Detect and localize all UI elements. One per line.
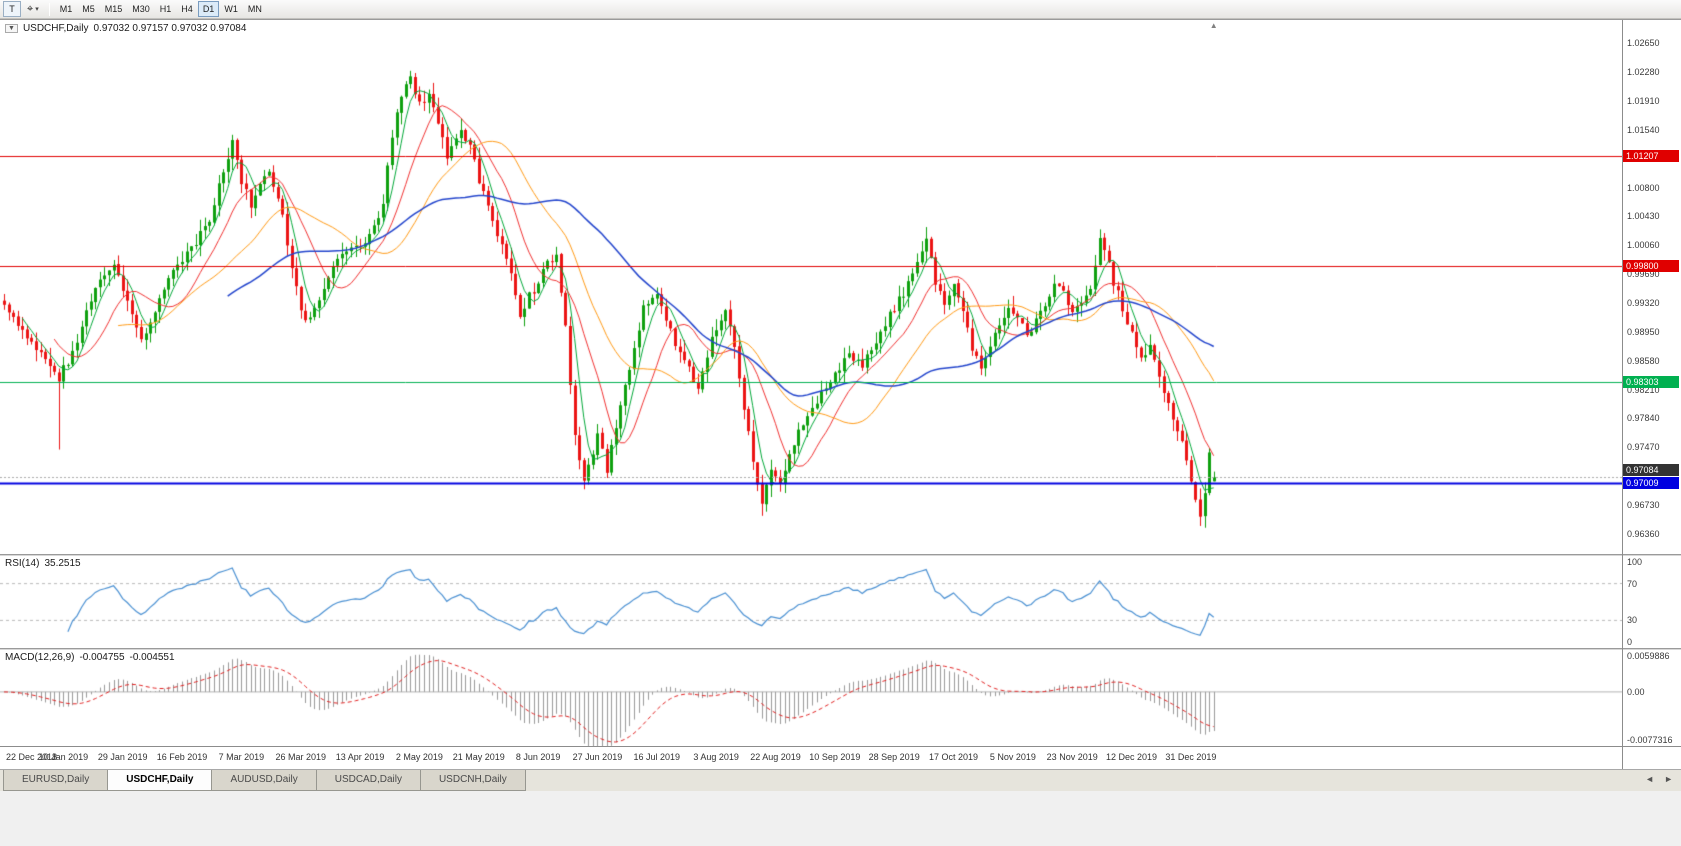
crosshair-icon: ⌖ (27, 3, 34, 15)
tab-usdchf[interactable]: USDCHF,Daily (107, 770, 213, 791)
text-tool-button[interactable]: T (3, 1, 21, 17)
date-axis-label: 28 Sep 2019 (868, 752, 920, 762)
chevron-down-icon: ▾ (35, 6, 39, 13)
date-axis-label: 3 Aug 2019 (693, 752, 739, 762)
date-axis-label: 26 Mar 2019 (275, 752, 326, 762)
rsi-canvas[interactable] (0, 556, 1622, 648)
price-axis-label: 1.00430 (1627, 211, 1660, 222)
price-axis-label: 1.01540 (1627, 124, 1660, 135)
macd-signal-value: -0.004551 (129, 652, 175, 663)
price-axis-label: 0.97840 (1627, 413, 1660, 424)
chart-context-menu-icon[interactable]: ▼ (5, 24, 18, 33)
macd-value: -0.004755 (79, 652, 125, 663)
date-axis-label: 12 Dec 2019 (1106, 752, 1158, 762)
rsi-label: RSI(14) 35.2515 (5, 558, 81, 569)
price-axis-label: 1.02280 (1627, 67, 1660, 78)
current-price-label: 0.97084 (1623, 464, 1679, 477)
price-axis-separator (1622, 20, 1623, 770)
chart-tabs: EURUSD,Daily USDCHF,Daily AUDUSD,Daily USDC… (3, 770, 526, 791)
ohlc-values: 0.97032 0.97157 0.97032 0.97084 (93, 23, 247, 34)
date-axis-label: 22 Aug 2019 (750, 752, 801, 762)
price-axis-label: 1.01910 (1627, 96, 1660, 107)
tab-scroll-right-icon[interactable]: ► (1664, 774, 1673, 784)
chart-tabbar: EURUSD,Daily USDCHF,Daily AUDUSD,Daily USDC… (0, 769, 1681, 791)
rsi-axis-label: 100 (1627, 557, 1643, 567)
date-axis-label: 31 Dec 2019 (1165, 752, 1217, 762)
symbol-timeframe-label: USDCHF,Daily (22, 23, 89, 34)
price-axis-label: 0.99690 (1627, 269, 1660, 280)
price-axis-label: 1.02650 (1627, 38, 1660, 49)
price-axis-label: 0.96360 (1627, 528, 1660, 539)
chart-title: ▼ USDCHF,Daily 0.97032 0.97157 0.97032 0… (5, 23, 246, 34)
timeframe-button-h4[interactable]: H4 (181, 4, 193, 14)
timeframe-button-w1[interactable]: W1 (224, 4, 238, 14)
price-axis-label: 0.97470 (1627, 442, 1660, 453)
toolbar-separator (48, 2, 50, 16)
price-level-label: 0.97009 (1623, 477, 1679, 490)
date-axis[interactable]: 22 Dec 2018 10 Jan 2019 29 Jan 2019 16 Feb … (0, 746, 1622, 770)
macd-panel-separator[interactable] (0, 648, 1681, 650)
timeframe-buttons: M1 M5 M15 M30 H1 H4 D1 W1 MN (55, 1, 267, 17)
macd-name: MACD(12,26,9) (5, 652, 75, 663)
tab-usdcnh[interactable]: USDCNH,Daily (419, 770, 526, 791)
macd-canvas[interactable] (0, 650, 1622, 746)
date-axis-label: 16 Feb 2019 (156, 752, 208, 762)
rsi-panel-separator[interactable] (0, 554, 1681, 556)
rsi-axis-label: 30 (1627, 615, 1638, 626)
tab-scroll-arrows: ◄ ► (1645, 774, 1673, 784)
tab-audusd[interactable]: AUDUSD,Daily (211, 770, 317, 791)
date-axis-label: 21 May 2019 (452, 752, 505, 762)
macd-axis-label: 0.0059886 (1627, 651, 1670, 661)
tab-eurusd[interactable]: EURUSD,Daily (3, 770, 109, 791)
timeframe-button-m15[interactable]: M15 (104, 4, 123, 14)
price-axis-label: 0.96730 (1627, 499, 1660, 510)
macd-label: MACD(12,26,9) -0.004755 -0.004551 (5, 652, 175, 663)
rsi-name: RSI(14) (5, 558, 40, 569)
price-axis-label: 0.98950 (1627, 326, 1660, 337)
top-toolbar: T ⌖ ▾ M1 M5 M15 M30 H1 H4 D1 W1 MN (0, 0, 1681, 19)
date-axis-label: 17 Oct 2019 (928, 752, 979, 762)
price-axis-label: 1.00060 (1627, 240, 1660, 251)
date-axis-label: 8 Jun 2019 (515, 752, 561, 762)
rsi-axis-label: 0 (1627, 637, 1633, 647)
cursor-tool-button[interactable]: ⌖ ▾ (22, 1, 44, 17)
price-axis-label: 0.99320 (1627, 297, 1660, 308)
date-axis-label: 22 Dec 2018 (6, 752, 58, 762)
date-axis-label: 10 Jan 2019 (38, 752, 89, 762)
macd-axis-label: -0.0077316 (1627, 735, 1673, 745)
rsi-axis-label: 70 (1627, 578, 1638, 589)
timeframe-button-m30[interactable]: M30 (132, 4, 150, 14)
date-axis-label: 5 Nov 2019 (989, 752, 1036, 762)
tab-usdcad[interactable]: USDCAD,Daily (315, 770, 421, 791)
price-level-label: 0.98303 (1623, 376, 1679, 389)
macd-axis-label: 0.00 (1627, 686, 1645, 697)
price-chart-canvas[interactable] (0, 20, 1622, 554)
timeframe-button-m1[interactable]: M1 (59, 4, 73, 14)
bottom-filler (0, 791, 1681, 846)
price-level-label: 1.01207 (1623, 149, 1679, 162)
timeframe-button-h1[interactable]: H1 (159, 4, 172, 14)
date-axis-label: 16 Jul 2019 (633, 752, 681, 762)
timeframe-button-d1[interactable]: D1 (197, 1, 220, 17)
text-tool-icon: T (9, 4, 15, 14)
date-axis-label: 27 Jun 2019 (572, 752, 623, 762)
date-axis-separator (0, 746, 1681, 747)
timeframe-button-mn[interactable]: MN (247, 4, 262, 14)
date-axis-label: 7 Mar 2019 (218, 752, 265, 762)
price-axis-label: 0.98580 (1627, 355, 1660, 366)
rsi-value: 35.2515 (44, 558, 81, 569)
chart-region: ▼ USDCHF,Daily 0.97032 0.97157 0.97032 0… (0, 19, 1681, 770)
date-axis-label: 2 May 2019 (395, 752, 443, 762)
timeframe-button-m5[interactable]: M5 (82, 4, 95, 14)
date-axis-label: 29 Jan 2019 (97, 752, 148, 762)
chart-shift-marker-icon[interactable]: ▲ (1209, 21, 1218, 30)
price-axis-label: 0.98210 (1627, 384, 1660, 395)
date-axis-label: 23 Nov 2019 (1046, 752, 1098, 762)
tab-scroll-left-icon[interactable]: ◄ (1645, 774, 1655, 784)
price-level-label: 0.99800 (1623, 259, 1679, 272)
date-axis-label: 10 Sep 2019 (809, 752, 861, 762)
date-axis-label: 13 Apr 2019 (335, 752, 385, 762)
price-axis-label: 1.00800 (1627, 182, 1660, 193)
